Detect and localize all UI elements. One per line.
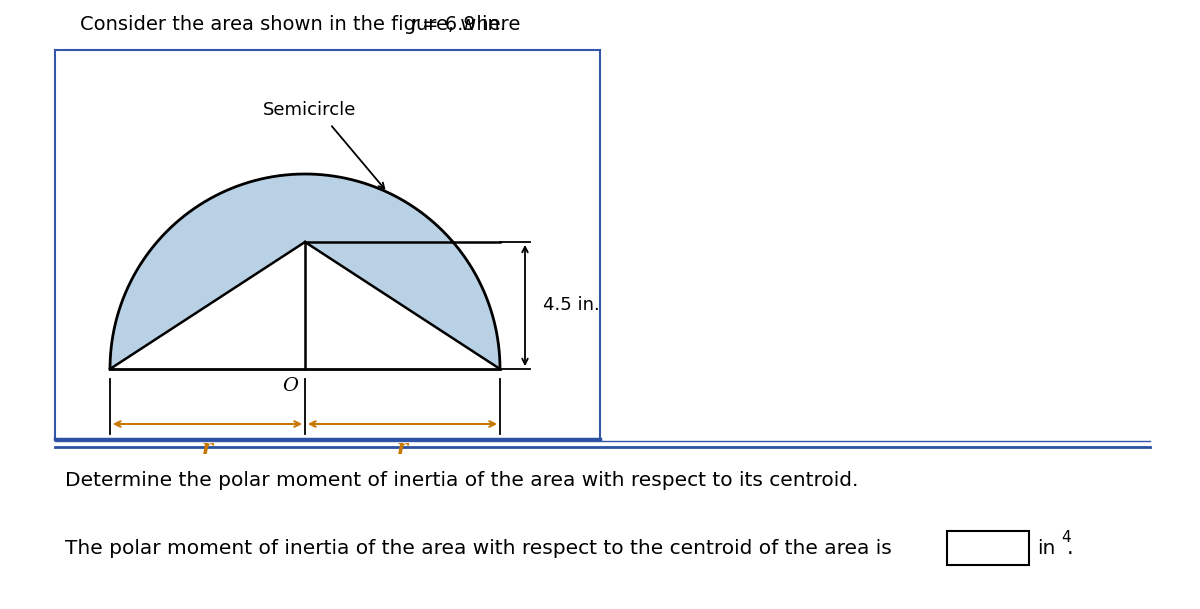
Text: = 6.9 in.: = 6.9 in.	[422, 15, 506, 35]
Text: O: O	[282, 377, 298, 395]
Text: Determine the polar moment of inertia of the area with respect to its centroid.: Determine the polar moment of inertia of…	[65, 471, 858, 490]
Text: r: r	[410, 15, 418, 35]
Text: Consider the area shown in the figure, where: Consider the area shown in the figure, w…	[80, 15, 527, 35]
Polygon shape	[110, 174, 500, 369]
Bar	[947, 531, 1030, 565]
Text: .: .	[1067, 538, 1074, 558]
Text: r: r	[396, 438, 408, 458]
Polygon shape	[110, 242, 500, 369]
Text: Semicircle: Semicircle	[263, 101, 356, 119]
Text: 4: 4	[1061, 529, 1070, 544]
Text: 4.5 in.: 4.5 in.	[542, 297, 600, 314]
Text: in: in	[1037, 538, 1055, 557]
Text: r: r	[202, 438, 212, 458]
Text: The polar moment of inertia of the area with respect to the centroid of the area: The polar moment of inertia of the area …	[65, 540, 892, 558]
